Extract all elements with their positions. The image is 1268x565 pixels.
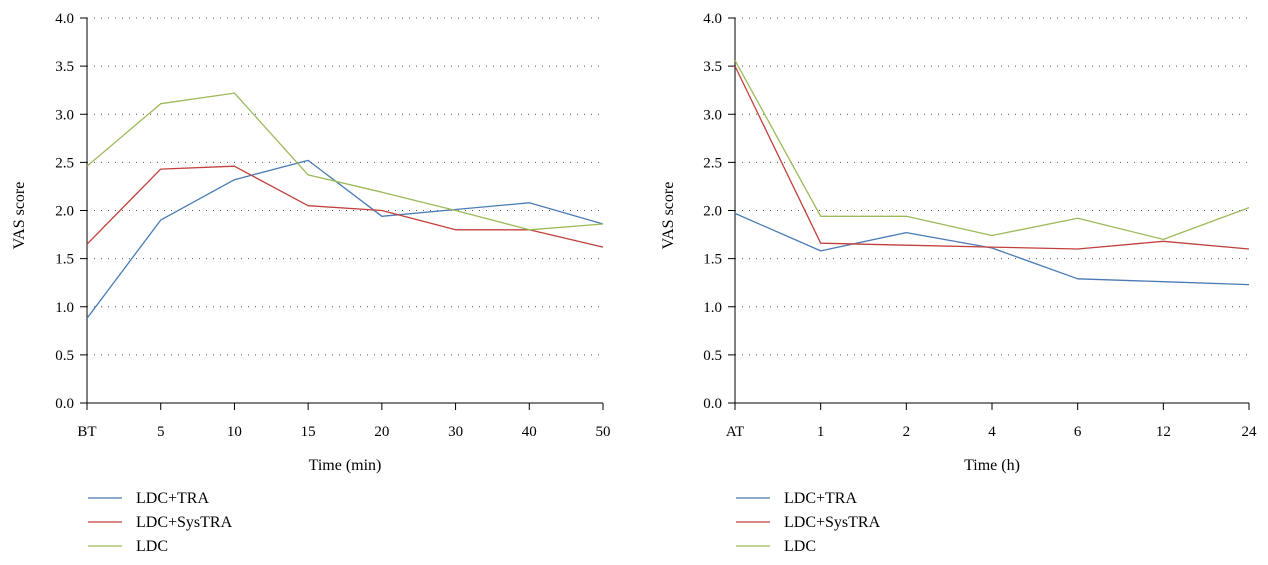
y-tick-label: 2.5 <box>703 155 722 171</box>
y-tick-label: 0.5 <box>55 348 74 364</box>
y-axis-title: VAS score <box>660 182 677 250</box>
series-line-ldc-systra <box>734 65 1250 250</box>
chart-left: 0.0 0.5 1.0 1.5 2.0 2.5 3.0 3.5 4.0 BT 5 10 15 20 30 40… <box>11 11 611 555</box>
x-tick-label: 2 <box>903 424 911 440</box>
y-tick-label: 0.0 <box>703 396 722 412</box>
series-line-ldc-systra <box>86 165 604 248</box>
y-tick-label: 3.5 <box>703 59 722 75</box>
series-line-ldc-tra <box>734 212 1250 286</box>
x-axis-title: Time (h) <box>964 457 1020 474</box>
legend-label: LDC <box>784 538 816 555</box>
series-line-ldc <box>86 92 604 231</box>
x-tick-label: 20 <box>374 424 389 440</box>
chart-right: 0.00.51.01.52.02.53.03.54.0AT 1 2 4 6 12 24Tim… <box>660 11 1257 555</box>
x-tick-label: 30 <box>448 424 463 440</box>
x-tick-label: 24 <box>1242 424 1258 440</box>
y-tick-label: 3.5 <box>55 59 74 75</box>
y-tick-label: 2.5 <box>55 155 74 171</box>
legend-label: LDC <box>136 538 168 555</box>
x-tick-label: 40 <box>522 424 537 440</box>
y-tick-label: 3.0 <box>703 107 722 123</box>
y-tick-label: 1.0 <box>55 300 74 316</box>
y-tick-label: 2.0 <box>703 204 722 220</box>
y-tick-label: 2.0 <box>55 204 74 220</box>
series-line-ldc-tra <box>86 159 604 319</box>
x-tick-label: 50 <box>596 424 611 440</box>
x-tick-label: 12 <box>1156 424 1171 440</box>
x-tick-label: 15 <box>301 424 316 440</box>
y-tick-label: 4.0 <box>703 11 722 27</box>
y-tick-label: 0.0 <box>55 396 74 412</box>
x-tick-label: BT <box>77 424 96 440</box>
x-tick-label: 4 <box>988 424 996 440</box>
legend-label: LDC+TRA <box>136 490 209 507</box>
y-axis-title: VAS score <box>11 182 28 250</box>
x-tick-label: 1 <box>817 424 825 440</box>
legend-label: LDC+SysTRA <box>136 514 233 531</box>
y-tick-label: 1.0 <box>703 300 722 316</box>
y-tick-label: 3.0 <box>55 107 74 123</box>
x-tick-label: 6 <box>1074 424 1082 440</box>
series-line-ldc <box>734 60 1250 241</box>
y-tick-label: 0.5 <box>703 348 722 364</box>
legend-label: LDC+TRA <box>784 490 857 507</box>
y-tick-label: 1.5 <box>55 252 74 268</box>
x-tick-label: 10 <box>227 424 242 440</box>
legend-label: LDC+SysTRA <box>784 514 881 531</box>
x-axis-title: Time (min) <box>309 457 382 474</box>
x-tick-label: AT <box>726 424 744 440</box>
x-tick-label: 5 <box>157 424 165 440</box>
y-tick-label: 4.0 <box>55 11 74 27</box>
y-tick-label: 1.5 <box>703 252 722 268</box>
